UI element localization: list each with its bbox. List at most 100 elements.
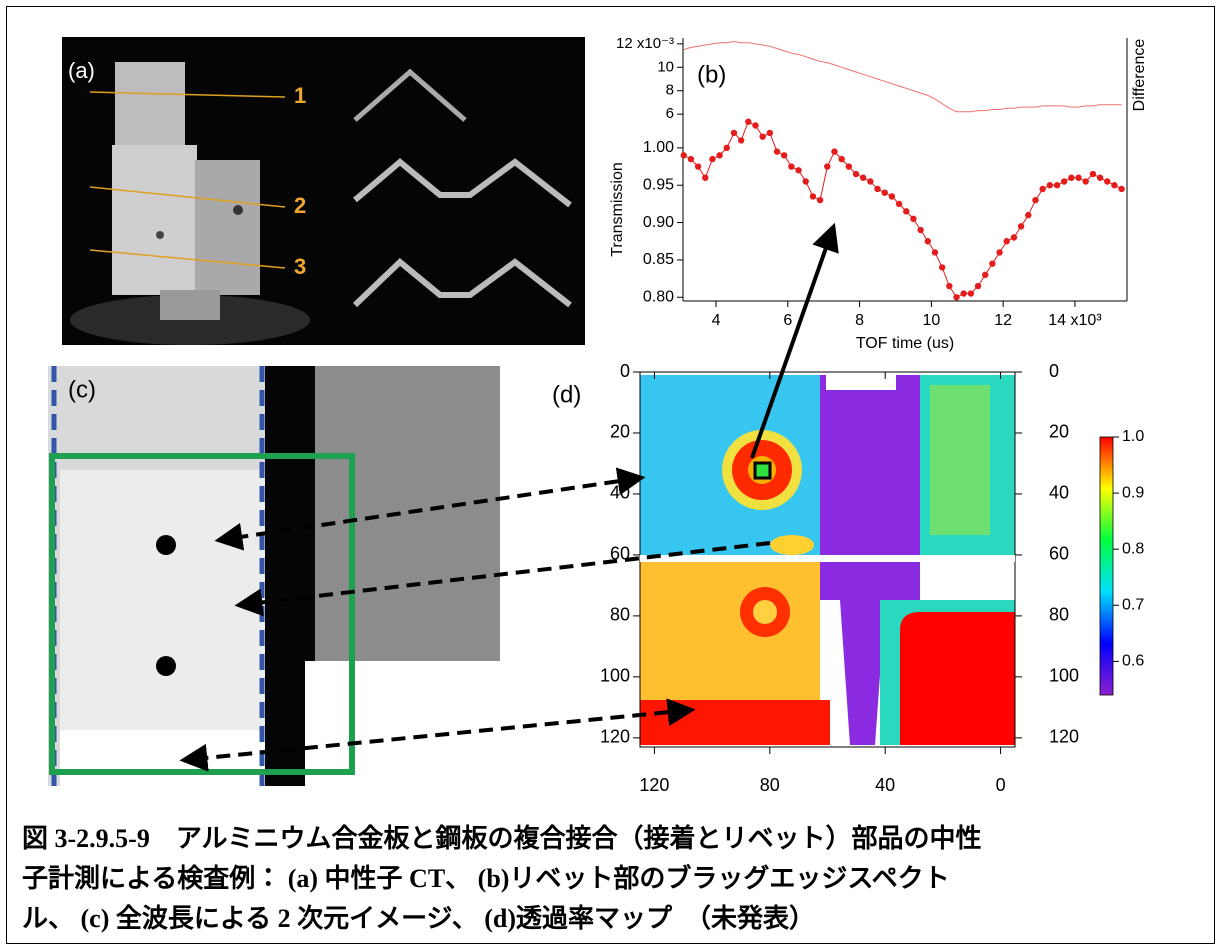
data-point <box>730 129 738 137</box>
data-point <box>773 148 781 155</box>
slice-label: 2 <box>294 193 306 218</box>
data-point <box>874 185 881 193</box>
y2-tick-label: 120 <box>1049 727 1079 747</box>
map-region <box>900 612 1015 745</box>
data-point <box>1111 182 1118 189</box>
data-point <box>946 282 953 290</box>
data-point <box>788 163 795 170</box>
data-line <box>683 120 1122 298</box>
slice-line <box>89 91 286 98</box>
data-point <box>802 178 809 185</box>
map-ring <box>753 600 777 624</box>
data-point <box>838 155 845 163</box>
arrow <box>214 467 646 551</box>
plate-region <box>315 366 500 661</box>
data-point <box>917 226 924 234</box>
y-tick-label: 1.00 <box>643 139 674 156</box>
map-region <box>820 375 920 555</box>
data-point <box>702 174 709 181</box>
slice-section <box>353 68 467 122</box>
y2-tick-label: 6 <box>666 105 674 122</box>
data-point <box>759 133 766 140</box>
caption-line: 子計測による検査例： (a) 中性子 CT、 (b)リベット部のブラッグエッジス… <box>22 864 950 893</box>
caption-line: ル、 (c) 全波長による 2 次元イメージ、 (d)透過率マップ （未発表） <box>22 904 816 933</box>
data-point <box>709 155 716 163</box>
y2-tick-label: 8 <box>666 82 674 99</box>
y2-tick-label: 0 <box>1049 361 1059 381</box>
data-point <box>1118 185 1125 193</box>
data-line <box>683 40 1122 113</box>
colorbar-tick-label: 0.7 <box>1122 596 1144 613</box>
plate-region <box>305 661 500 786</box>
data-point <box>938 264 946 271</box>
data-point <box>852 170 860 178</box>
caption-line: 図 3-2.9.5-9 アルミニウム合金板と鋼板の複合接合（接着とリベット）部品… <box>22 824 982 853</box>
data-point <box>1010 234 1018 241</box>
map-region <box>930 385 990 535</box>
colorbar-tick-label: 0.9 <box>1122 484 1144 501</box>
y-tick-label: 80 <box>610 605 630 625</box>
data-point <box>960 290 967 297</box>
data-point <box>953 294 960 301</box>
y-axis-label: Transmission <box>609 162 626 257</box>
data-point <box>824 163 831 170</box>
slice-section <box>352 257 572 308</box>
panel-label: (c) <box>68 376 96 403</box>
panel-label: (d) <box>552 381 581 408</box>
data-point <box>996 249 1003 256</box>
figure-frame <box>6 6 1215 944</box>
data-point <box>845 163 853 170</box>
y-tick-label: 0.85 <box>643 251 674 268</box>
data-point <box>680 152 687 159</box>
data-point <box>974 282 982 290</box>
data-point <box>1053 182 1061 189</box>
y2-tick-label: 60 <box>1049 544 1069 564</box>
data-point <box>781 152 788 159</box>
panel-c: (c) <box>48 366 500 786</box>
y2-tick-label: 10 <box>657 58 674 75</box>
data-point <box>1032 196 1039 204</box>
slice-label: 1 <box>294 83 306 108</box>
ct-stem <box>160 290 220 320</box>
map-gap <box>640 555 1015 562</box>
data-point <box>1068 174 1075 181</box>
panel-d-map <box>640 375 1015 745</box>
data-point <box>1046 182 1054 189</box>
slice-line <box>89 186 286 208</box>
annotation-arrows <box>179 222 839 772</box>
region-box <box>49 453 355 775</box>
data-point <box>1060 178 1068 185</box>
data-point <box>931 249 939 256</box>
data-point <box>1025 211 1032 219</box>
data-point <box>745 118 752 125</box>
x-tick-label: 12 <box>994 312 1012 329</box>
data-point <box>1003 238 1010 245</box>
y-tick-label: 0.90 <box>643 214 674 231</box>
data-point <box>687 155 695 163</box>
data-point <box>723 144 730 152</box>
data-point <box>910 215 917 223</box>
map-region <box>770 535 814 555</box>
x-tick-label: 10 <box>922 312 940 329</box>
y2-tick-label: 12 x10⁻³ <box>616 35 674 52</box>
colorbar-tick-label: 0.6 <box>1122 653 1144 670</box>
slice-line <box>89 249 286 269</box>
x-axis-label: TOF time (us) <box>856 335 954 352</box>
ct-rivet <box>156 231 164 239</box>
rivet-hole <box>156 656 176 676</box>
data-point <box>752 122 759 129</box>
arrow <box>234 541 771 617</box>
ct-rivet <box>233 205 243 215</box>
data-point <box>1096 174 1104 181</box>
y2-axis-label: Difference <box>1131 39 1148 112</box>
colorbar <box>1099 436 1114 696</box>
panel-a: (a) 1 2 3 <box>62 37 585 345</box>
map-region <box>640 700 830 745</box>
ct-plate <box>195 160 260 295</box>
x-tick-label: 40 <box>875 775 895 795</box>
data-point <box>895 200 903 208</box>
colorbar-tick-label: 1.0 <box>1122 428 1144 445</box>
data-point <box>903 208 910 215</box>
